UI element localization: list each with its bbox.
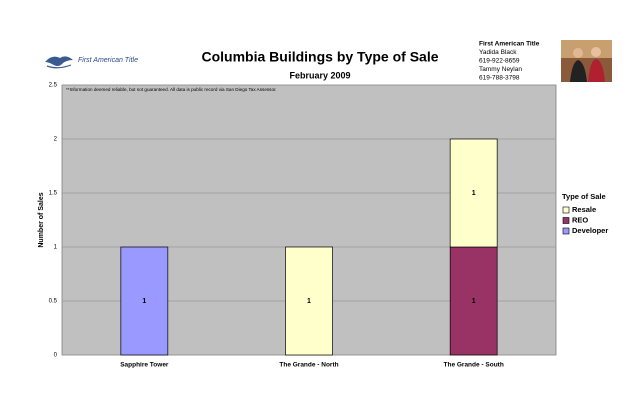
legend-label: REO <box>572 215 588 224</box>
data-label: 1 <box>307 298 311 305</box>
legend-swatch <box>562 227 570 235</box>
logo-text: First American Title <box>78 57 138 64</box>
contact-line: First American Title <box>479 41 540 48</box>
y-tick-label: 1.5 <box>49 191 58 197</box>
legend-title: Type of Sale <box>562 192 606 201</box>
bar-segment <box>120 246 169 356</box>
legend-swatch <box>562 217 570 224</box>
bar-segment <box>449 138 498 248</box>
chart-subtitle: February 2009 <box>289 70 350 80</box>
contact-line: 619-922-8659 <box>479 58 520 65</box>
bar-segment <box>449 246 498 356</box>
legend-label: Developer <box>572 226 608 235</box>
data-label: 1 <box>142 298 146 305</box>
y-tick-label: 0.5 <box>49 299 58 305</box>
bar-segment <box>285 246 333 356</box>
data-label: 1 <box>472 190 476 197</box>
chart-title: Columbia Buildings by Type of Sale <box>202 49 439 65</box>
y-tick-label: 0 <box>54 353 58 359</box>
x-tick-label: The Grande - North <box>279 362 338 369</box>
x-tick-label: The Grande - South <box>444 362 504 369</box>
contact-line: 619-788-3798 <box>479 75 520 82</box>
y-tick-label: 1 <box>54 245 58 251</box>
logo: First American Title <box>45 56 138 69</box>
legend-swatch <box>562 206 570 214</box>
data-label: 1 <box>472 298 476 305</box>
y-axis-label: Number of Sales <box>38 192 45 247</box>
contact-line: Yadida Black <box>479 49 517 56</box>
x-tick-label: Sapphire Tower <box>120 362 169 369</box>
y-tick-label: 2.5 <box>49 83 58 89</box>
y-tick-label: 2 <box>54 137 58 143</box>
photo <box>561 40 612 82</box>
note: **Information deemed reliable, but not g… <box>66 87 277 92</box>
legend-label: Resale <box>572 205 596 214</box>
contact-line: Tammy Neylan <box>479 66 522 73</box>
